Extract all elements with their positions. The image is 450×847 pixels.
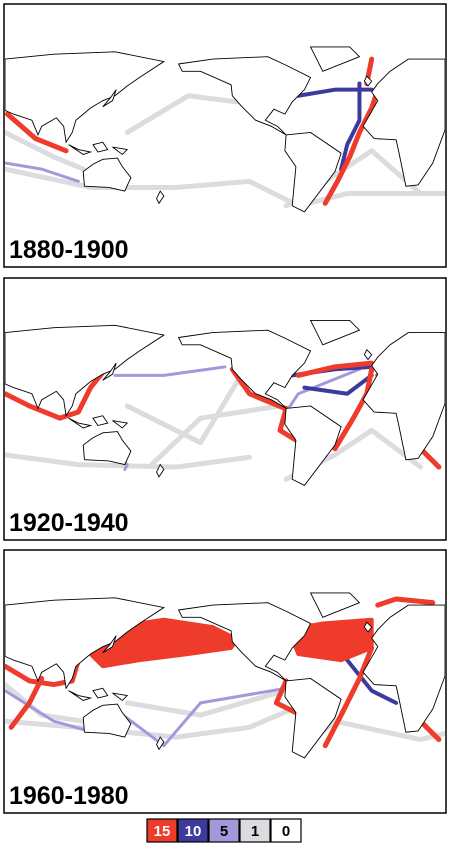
- panel: 1960-1980: [3, 549, 447, 814]
- legend-swatch: [177, 818, 209, 843]
- panel-label: 1960-1980: [9, 782, 129, 810]
- legend-swatch: [239, 818, 271, 843]
- legend-label: 5: [220, 823, 228, 840]
- panel: 1920-1940: [3, 277, 447, 541]
- label-box: [5, 775, 137, 812]
- panel-label: 1920-1940: [9, 509, 129, 537]
- panel-label: 1880-1900: [9, 236, 129, 264]
- legend-swatch: [146, 818, 178, 843]
- legend: 15 10 5 1 0: [146, 818, 302, 843]
- legend-label: 10: [185, 823, 202, 840]
- legend-swatch: [208, 818, 240, 843]
- legend-label: 15: [154, 823, 171, 840]
- legend-label: 0: [282, 823, 290, 840]
- panel: 1880-1900: [3, 3, 447, 268]
- label-box: [5, 229, 137, 266]
- legend-label: 1: [251, 823, 259, 840]
- label-box: [5, 502, 137, 539]
- legend-swatch: [270, 818, 302, 843]
